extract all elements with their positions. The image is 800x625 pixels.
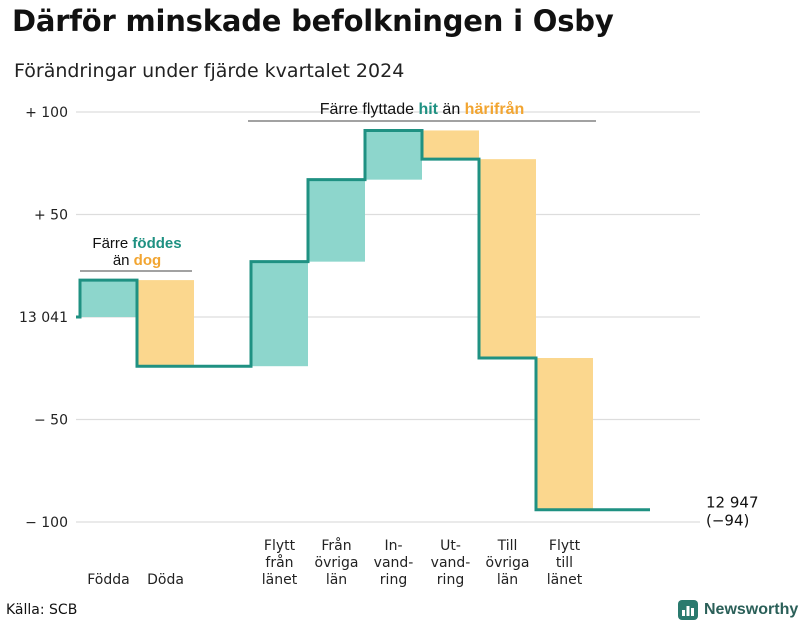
x-category-label: från [265, 554, 293, 571]
x-category-label: vand- [431, 555, 471, 571]
annotation-moves: Färre flyttade hit än härifrån [320, 100, 525, 118]
x-category-label: Döda [147, 572, 184, 588]
end-value-label: 12 947 [706, 494, 759, 512]
x-category-label: In- [384, 538, 402, 554]
x-category-label: vand- [374, 555, 414, 571]
waterfall-bar [536, 358, 593, 510]
x-category-label: länet [262, 572, 298, 588]
y-tick-label: + 50 [34, 208, 68, 224]
y-tick-label: − 50 [34, 413, 68, 429]
x-category-label: länet [547, 572, 583, 588]
x-category-label: Till [497, 538, 518, 554]
waterfall-bar [308, 179, 365, 262]
waterfall-bar [137, 280, 194, 367]
end-change-label: (−94) [706, 512, 749, 530]
annotation-highlight: hit [418, 101, 438, 118]
x-category-label: Flytt [264, 538, 296, 554]
x-category-label: Födda [87, 572, 129, 588]
x-category-label: övriga [315, 555, 359, 571]
page-title: Därför minskade befolkningen i Osby [12, 4, 614, 38]
brand-logo: Newsworthy [678, 600, 798, 620]
annotation-highlight: härifrån [465, 100, 525, 118]
source-note: Källa: SCB [6, 602, 78, 618]
brand-name: Newsworthy [704, 601, 799, 618]
y-tick-label: − 100 [25, 515, 68, 531]
annotation-highlight: dog [134, 252, 162, 269]
x-category-label: län [326, 572, 347, 588]
waterfall-bar [365, 130, 422, 180]
annotation-births-line1: Färre föddes [92, 235, 181, 252]
waterfall-bar [422, 130, 479, 160]
x-category-label: län [497, 572, 518, 588]
x-category-label: ring [380, 572, 407, 588]
y-tick-label: 13 041 [19, 310, 68, 326]
x-category-label: Ut- [440, 538, 461, 554]
annotation-highlight: föddes [132, 235, 181, 252]
x-category-label: ring [437, 572, 464, 588]
bar-chart-icon [678, 600, 698, 620]
x-category-label: till [556, 555, 573, 571]
x-category-label: övriga [486, 555, 530, 571]
x-category-label: Från [321, 537, 351, 554]
waterfall-bar [479, 159, 536, 358]
waterfall-bar [80, 280, 137, 317]
annotation-text: Färre flyttade [320, 101, 419, 118]
annotation-births-line2: än dog [113, 252, 161, 269]
cumulative-step-line [76, 128, 650, 512]
annotation-text: Färre [92, 235, 132, 252]
waterfall-bar [251, 261, 308, 367]
page-subtitle: Förändringar under fjärde kvartalet 2024 [14, 60, 405, 82]
y-tick-label: + 100 [25, 105, 68, 121]
annotation-text: än [113, 252, 134, 269]
annotation-text: än [438, 101, 465, 118]
x-category-label: Flytt [549, 538, 581, 554]
